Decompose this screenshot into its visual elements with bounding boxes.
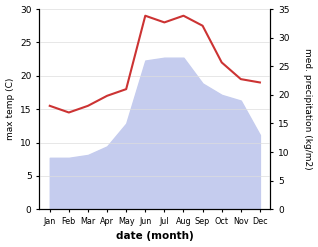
X-axis label: date (month): date (month): [116, 231, 194, 242]
Y-axis label: max temp (C): max temp (C): [5, 78, 15, 140]
Y-axis label: med. precipitation (kg/m2): med. precipitation (kg/m2): [303, 48, 313, 170]
